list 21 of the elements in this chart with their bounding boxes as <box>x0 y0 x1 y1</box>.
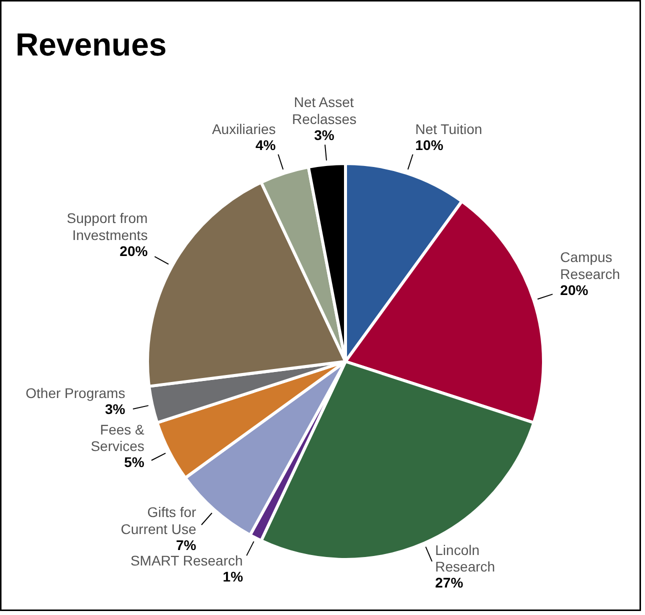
slice-label: Fees & Services <box>90 421 146 454</box>
data-label: 27% <box>435 574 464 591</box>
data-label: 3% <box>314 126 335 143</box>
slice-label: Net Asset Reclasses <box>292 94 357 127</box>
chart-title: Revenues <box>16 26 167 62</box>
data-label: 5% <box>124 454 145 470</box>
data-label: 10% <box>415 136 444 153</box>
slice-label: Other Programs <box>26 384 126 401</box>
slice-label: Support from Investments <box>66 210 148 243</box>
slice-label: Net Tuition <box>415 120 482 137</box>
slice-label: SMART Research <box>130 552 243 569</box>
data-label: 20% <box>560 282 589 298</box>
slice-label: Auxiliaries <box>212 120 276 137</box>
data-label: 4% <box>256 136 276 153</box>
data-label: 20% <box>120 242 148 259</box>
data-label: 7% <box>176 536 197 553</box>
slice-label: Campus Research <box>560 249 620 282</box>
data-label: 1% <box>222 568 244 585</box>
data-label: 3% <box>104 400 126 417</box>
slice-label: Gifts for Current Use <box>120 504 197 537</box>
slice-label: Lincoln Research <box>435 542 496 575</box>
